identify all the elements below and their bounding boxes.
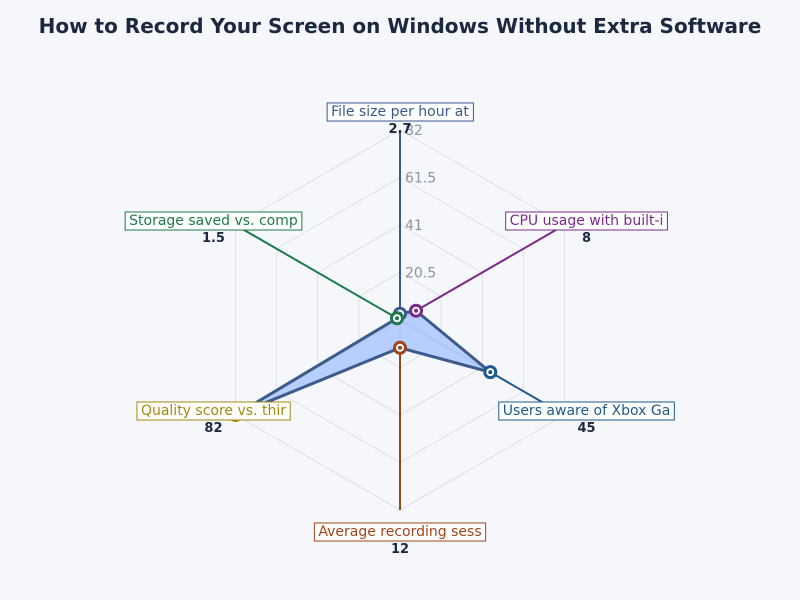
axis-label-box [498,401,675,421]
axis-value: 8 [582,231,591,246]
axis-label-text: Average recording sess [318,524,481,540]
axis-value: 2.7 [388,122,411,137]
axis-label-text: File size per hour at [331,104,469,120]
tick-label: 20.5 [405,266,436,282]
axis-value: 82 [204,421,222,436]
axis-label: Storage saved vs. comp [124,211,303,231]
axis-line [399,224,566,321]
axis-label-box [505,211,668,231]
axis-label: Average recording sess [313,522,487,542]
axis-label-text: Users aware of Xbox Ga [503,403,671,419]
data-point-core [398,345,402,350]
axis-label-box [124,211,303,231]
axis-label-text: Storage saved vs. comp [129,213,298,229]
axis-line [234,224,401,321]
axis-label: Users aware of Xbox Ga [498,401,675,421]
tick-label: 82 [405,123,423,139]
axis-label: Quality score vs. thir [136,401,291,421]
axis-value: 12 [391,542,409,557]
axis-label-text: CPU usage with built-i [510,213,664,229]
tick-label: 61.5 [405,171,436,187]
tick-label: 41 [405,218,423,234]
axis-label: File size per hour at [326,102,474,122]
axis-label-box [326,102,474,122]
axis-value: 1.5 [202,231,225,246]
axis-label-text: Quality score vs. thir [141,403,286,419]
data-point-core [414,308,419,313]
axis-label: CPU usage with built-i [505,211,668,231]
axis-label-box [313,522,487,542]
data-point-core [488,370,493,375]
chart-title: How to Record Your Screen on Windows Wit… [38,14,762,38]
axis-label-box [136,401,291,421]
axis-value: 45 [577,421,595,436]
data-area [233,309,492,417]
data-point-core [394,316,399,321]
